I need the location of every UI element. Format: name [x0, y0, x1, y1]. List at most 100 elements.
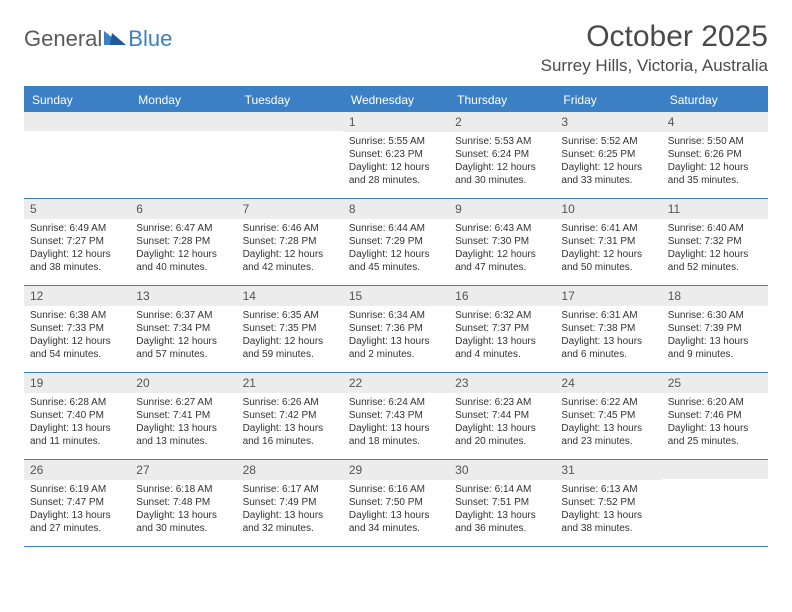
day-number: 2	[449, 112, 555, 132]
day-number: 6	[130, 199, 236, 219]
cell-body: Sunrise: 6:23 AMSunset: 7:44 PMDaylight:…	[449, 393, 555, 454]
sunset-text: Sunset: 7:35 PM	[243, 322, 337, 335]
sunset-text: Sunset: 7:41 PM	[136, 409, 230, 422]
calendar-cell: 5Sunrise: 6:49 AMSunset: 7:27 PMDaylight…	[24, 199, 130, 285]
cell-body: Sunrise: 6:34 AMSunset: 7:36 PMDaylight:…	[343, 306, 449, 367]
day-number: 12	[24, 286, 130, 306]
sunset-text: Sunset: 7:32 PM	[668, 235, 762, 248]
day-number	[662, 460, 768, 479]
sunset-text: Sunset: 7:49 PM	[243, 496, 337, 509]
day-number: 10	[555, 199, 661, 219]
calendar-cell: 30Sunrise: 6:14 AMSunset: 7:51 PMDayligh…	[449, 460, 555, 546]
cell-body: Sunrise: 6:31 AMSunset: 7:38 PMDaylight:…	[555, 306, 661, 367]
day-number: 17	[555, 286, 661, 306]
daylight-text: and 33 minutes.	[561, 174, 655, 187]
day-number: 4	[662, 112, 768, 132]
cell-body: Sunrise: 6:37 AMSunset: 7:34 PMDaylight:…	[130, 306, 236, 367]
calendar-cell: 4Sunrise: 5:50 AMSunset: 6:26 PMDaylight…	[662, 112, 768, 198]
daylight-text: and 45 minutes.	[349, 261, 443, 274]
sunrise-text: Sunrise: 6:34 AM	[349, 309, 443, 322]
sunset-text: Sunset: 7:27 PM	[30, 235, 124, 248]
sunrise-text: Sunrise: 6:31 AM	[561, 309, 655, 322]
daylight-text: Daylight: 12 hours	[136, 335, 230, 348]
daylight-text: and 35 minutes.	[668, 174, 762, 187]
sunrise-text: Sunrise: 6:23 AM	[455, 396, 549, 409]
daylight-text: and 30 minutes.	[455, 174, 549, 187]
sunset-text: Sunset: 7:36 PM	[349, 322, 443, 335]
calendar-cell: 13Sunrise: 6:37 AMSunset: 7:34 PMDayligh…	[130, 286, 236, 372]
daylight-text: and 9 minutes.	[668, 348, 762, 361]
sunset-text: Sunset: 7:28 PM	[243, 235, 337, 248]
sunset-text: Sunset: 7:48 PM	[136, 496, 230, 509]
calendar-cell: 7Sunrise: 6:46 AMSunset: 7:28 PMDaylight…	[237, 199, 343, 285]
title-block: October 2025 Surrey Hills, Victoria, Aus…	[541, 20, 768, 76]
sunset-text: Sunset: 7:43 PM	[349, 409, 443, 422]
daylight-text: Daylight: 13 hours	[455, 422, 549, 435]
daylight-text: and 54 minutes.	[30, 348, 124, 361]
week-row: 12Sunrise: 6:38 AMSunset: 7:33 PMDayligh…	[24, 286, 768, 373]
daylight-text: and 38 minutes.	[561, 522, 655, 535]
daylight-text: Daylight: 13 hours	[349, 509, 443, 522]
dayhead: Friday	[555, 88, 661, 112]
cell-body: Sunrise: 6:20 AMSunset: 7:46 PMDaylight:…	[662, 393, 768, 454]
daylight-text: Daylight: 13 hours	[455, 509, 549, 522]
day-number: 24	[555, 373, 661, 393]
cell-body: Sunrise: 6:30 AMSunset: 7:39 PMDaylight:…	[662, 306, 768, 367]
daylight-text: Daylight: 12 hours	[668, 248, 762, 261]
daylight-text: and 6 minutes.	[561, 348, 655, 361]
day-number: 25	[662, 373, 768, 393]
sunrise-text: Sunrise: 5:55 AM	[349, 135, 443, 148]
week-row: 5Sunrise: 6:49 AMSunset: 7:27 PMDaylight…	[24, 199, 768, 286]
calendar-cell: 27Sunrise: 6:18 AMSunset: 7:48 PMDayligh…	[130, 460, 236, 546]
calendar-cell: 31Sunrise: 6:13 AMSunset: 7:52 PMDayligh…	[555, 460, 661, 546]
cell-body: Sunrise: 6:19 AMSunset: 7:47 PMDaylight:…	[24, 480, 130, 541]
sunrise-text: Sunrise: 6:32 AM	[455, 309, 549, 322]
daylight-text: and 11 minutes.	[30, 435, 124, 448]
cell-body: Sunrise: 6:44 AMSunset: 7:29 PMDaylight:…	[343, 219, 449, 280]
daylight-text: Daylight: 13 hours	[136, 509, 230, 522]
sunrise-text: Sunrise: 6:24 AM	[349, 396, 443, 409]
calendar-cell: 24Sunrise: 6:22 AMSunset: 7:45 PMDayligh…	[555, 373, 661, 459]
logo: General Blue	[24, 26, 172, 52]
calendar-cell: 10Sunrise: 6:41 AMSunset: 7:31 PMDayligh…	[555, 199, 661, 285]
logo-triangle-icon	[104, 28, 126, 51]
calendar-cell: 14Sunrise: 6:35 AMSunset: 7:35 PMDayligh…	[237, 286, 343, 372]
sunrise-text: Sunrise: 6:43 AM	[455, 222, 549, 235]
daylight-text: and 36 minutes.	[455, 522, 549, 535]
daylight-text: Daylight: 13 hours	[243, 422, 337, 435]
daylight-text: and 40 minutes.	[136, 261, 230, 274]
day-number	[130, 112, 236, 131]
day-number: 26	[24, 460, 130, 480]
calendar-cell	[130, 112, 236, 198]
cell-body: Sunrise: 6:26 AMSunset: 7:42 PMDaylight:…	[237, 393, 343, 454]
page-subtitle: Surrey Hills, Victoria, Australia	[541, 56, 768, 76]
daylight-text: and 47 minutes.	[455, 261, 549, 274]
daylight-text: and 2 minutes.	[349, 348, 443, 361]
cell-body: Sunrise: 5:53 AMSunset: 6:24 PMDaylight:…	[449, 132, 555, 193]
day-number: 27	[130, 460, 236, 480]
daylight-text: Daylight: 12 hours	[30, 248, 124, 261]
sunset-text: Sunset: 7:52 PM	[561, 496, 655, 509]
daylight-text: and 20 minutes.	[455, 435, 549, 448]
cell-body: Sunrise: 6:24 AMSunset: 7:43 PMDaylight:…	[343, 393, 449, 454]
daylight-text: Daylight: 13 hours	[668, 422, 762, 435]
cell-body: Sunrise: 6:32 AMSunset: 7:37 PMDaylight:…	[449, 306, 555, 367]
daylight-text: and 34 minutes.	[349, 522, 443, 535]
daylight-text: Daylight: 12 hours	[243, 335, 337, 348]
cell-body: Sunrise: 5:55 AMSunset: 6:23 PMDaylight:…	[343, 132, 449, 193]
day-number: 1	[343, 112, 449, 132]
calendar-cell: 16Sunrise: 6:32 AMSunset: 7:37 PMDayligh…	[449, 286, 555, 372]
daylight-text: Daylight: 13 hours	[243, 509, 337, 522]
daylight-text: and 38 minutes.	[30, 261, 124, 274]
daylight-text: and 27 minutes.	[30, 522, 124, 535]
daylight-text: and 23 minutes.	[561, 435, 655, 448]
daylight-text: Daylight: 13 hours	[561, 335, 655, 348]
sunset-text: Sunset: 7:50 PM	[349, 496, 443, 509]
cell-body: Sunrise: 6:18 AMSunset: 7:48 PMDaylight:…	[130, 480, 236, 541]
cell-body: Sunrise: 5:52 AMSunset: 6:25 PMDaylight:…	[555, 132, 661, 193]
calendar-cell: 28Sunrise: 6:17 AMSunset: 7:49 PMDayligh…	[237, 460, 343, 546]
sunset-text: Sunset: 7:51 PM	[455, 496, 549, 509]
day-number: 29	[343, 460, 449, 480]
calendar-cell: 25Sunrise: 6:20 AMSunset: 7:46 PMDayligh…	[662, 373, 768, 459]
sunset-text: Sunset: 6:26 PM	[668, 148, 762, 161]
